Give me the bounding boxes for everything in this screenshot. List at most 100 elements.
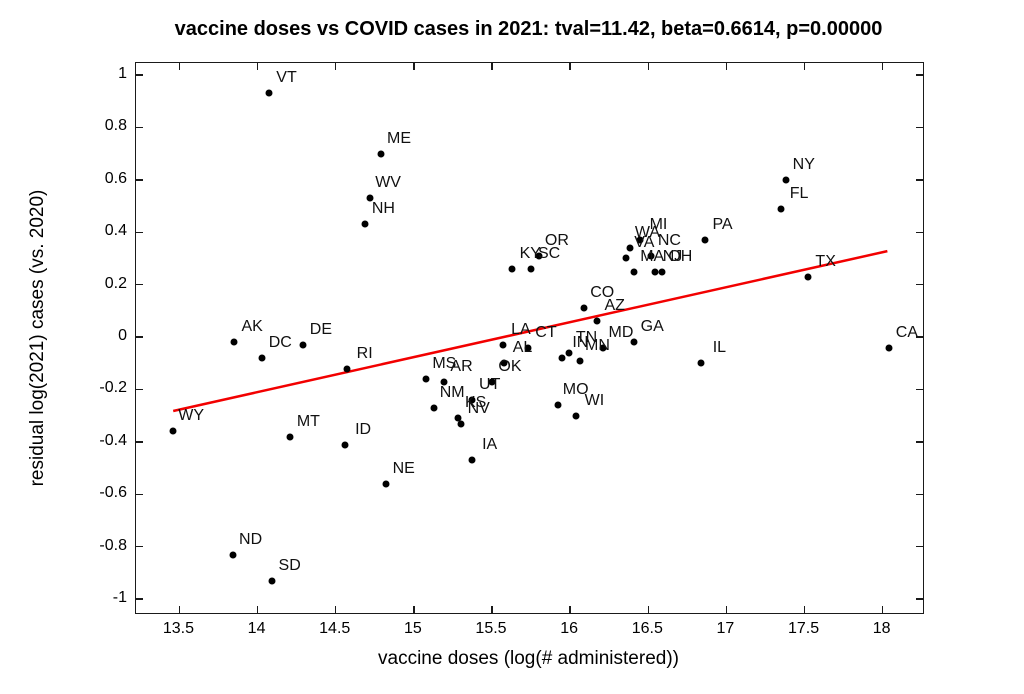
data-point-MD [599,344,607,352]
data-point-LA [499,341,507,349]
state-label-CA: CA [895,323,919,341]
data-point-ME [377,150,385,158]
state-label-MA: MA [640,247,665,265]
state-label-DC: DC [268,334,292,352]
y-axis-tick [136,179,143,181]
x-axis-tick [647,606,650,613]
state-label-LA: LA [511,320,531,338]
y-axis-tick [916,441,923,443]
x-tick-label: 17.5 [787,620,820,637]
state-label-WV: WV [375,174,401,192]
data-point-WA [626,244,634,252]
state-label-RI: RI [356,344,373,362]
data-point-CT [524,344,532,352]
x-tick-label: 14 [247,620,266,637]
y-tick-label: 0.8 [104,117,127,135]
x-axis-tick [413,606,415,613]
state-label-MN: MN [585,336,610,354]
data-point-NE [382,480,390,488]
x-tick-label: 18 [872,620,891,637]
x-axis-tick [803,63,806,70]
x-axis-tick [334,63,337,70]
y-axis-tick [916,336,923,338]
state-label-MO: MO [562,381,589,399]
x-axis-tick [569,606,571,613]
y-tick-label: -0.2 [99,379,127,397]
y-tick-label: 0.6 [104,169,127,187]
y-tick-label: -0.6 [99,484,127,502]
y-tick-label: 0 [118,327,127,345]
state-label-VA: VA [634,234,655,252]
state-label-AK: AK [241,318,263,336]
x-axis-tick [178,63,181,70]
y-axis-tick [136,74,143,76]
y-tick-label: 1 [118,65,127,83]
x-tick-label: 17 [716,620,735,637]
data-point-AZ [593,317,601,325]
state-label-PA: PA [712,216,733,234]
state-label-NH: NH [371,200,395,218]
y-axis-tick [136,336,143,338]
state-label-CT: CT [535,323,557,341]
y-axis-tick [136,231,143,234]
x-axis-tick [178,606,181,613]
state-label-WA: WA [634,223,661,241]
x-axis-tick [803,606,806,613]
data-point-ND [229,551,237,559]
state-label-SC: SC [537,244,561,262]
y-axis-tick [916,74,923,76]
x-axis-tick [881,606,884,613]
y-axis-tick [916,231,923,234]
state-label-NM: NM [439,383,465,401]
state-label-VT: VT [276,69,297,87]
state-label-TN: TN [575,328,598,346]
data-point-AL [500,359,508,367]
x-tick-label: 13.5 [162,620,195,637]
state-label-IN: IN [572,334,589,352]
chart-title: vaccine doses vs COVID cases in 2021: tv… [174,18,883,40]
state-label-MS: MS [432,355,457,372]
y-tick-label: -0.8 [99,536,127,554]
state-label-AL: AL [512,339,533,357]
y-axis-label: residual log(2021) cases (vs. 2020) [27,189,48,487]
data-point-OH [658,268,666,276]
data-point-SC [527,265,535,273]
data-point-RI [343,365,351,373]
state-label-FL: FL [789,184,809,202]
state-label-KS: KS [464,394,487,412]
data-point-TX [804,273,812,281]
data-point-DC [258,354,266,362]
data-point-KS [454,414,462,422]
state-label-MD: MD [608,323,634,341]
state-label-WY: WY [178,407,205,425]
data-point-GA [630,338,638,346]
data-point-CO [580,304,588,312]
state-label-IA: IA [482,436,498,454]
state-label-ID: ID [355,420,372,438]
state-label-UT: UT [479,375,501,393]
y-axis-tick [916,493,923,496]
y-axis-tick [916,598,923,600]
data-point-VT [265,89,273,97]
y-axis-tick [136,598,143,600]
data-point-AR [440,378,448,386]
state-label-AR: AR [450,357,473,375]
x-axis-tick [725,63,728,70]
y-axis-tick [136,388,143,391]
y-axis-tick [916,126,923,129]
data-point-CA [885,344,893,352]
y-tick-label: 0.4 [104,222,127,240]
x-axis-tick [256,606,259,613]
plot-area: VT ME WV NH NY FL PA MI WA NC VA OR KY SC MA NJ OH TX CO AZ… [135,62,924,614]
state-label-TX: TX [815,252,836,270]
data-point-FL [777,205,785,213]
y-axis-tick [916,179,923,181]
x-axis-tick [491,606,493,613]
data-point-NH [361,220,369,228]
data-point-IL [697,359,705,367]
y-axis-tick [136,283,143,286]
state-label-ND: ND [239,530,263,548]
x-axis-tick [647,63,650,70]
data-point-WY [169,427,177,435]
